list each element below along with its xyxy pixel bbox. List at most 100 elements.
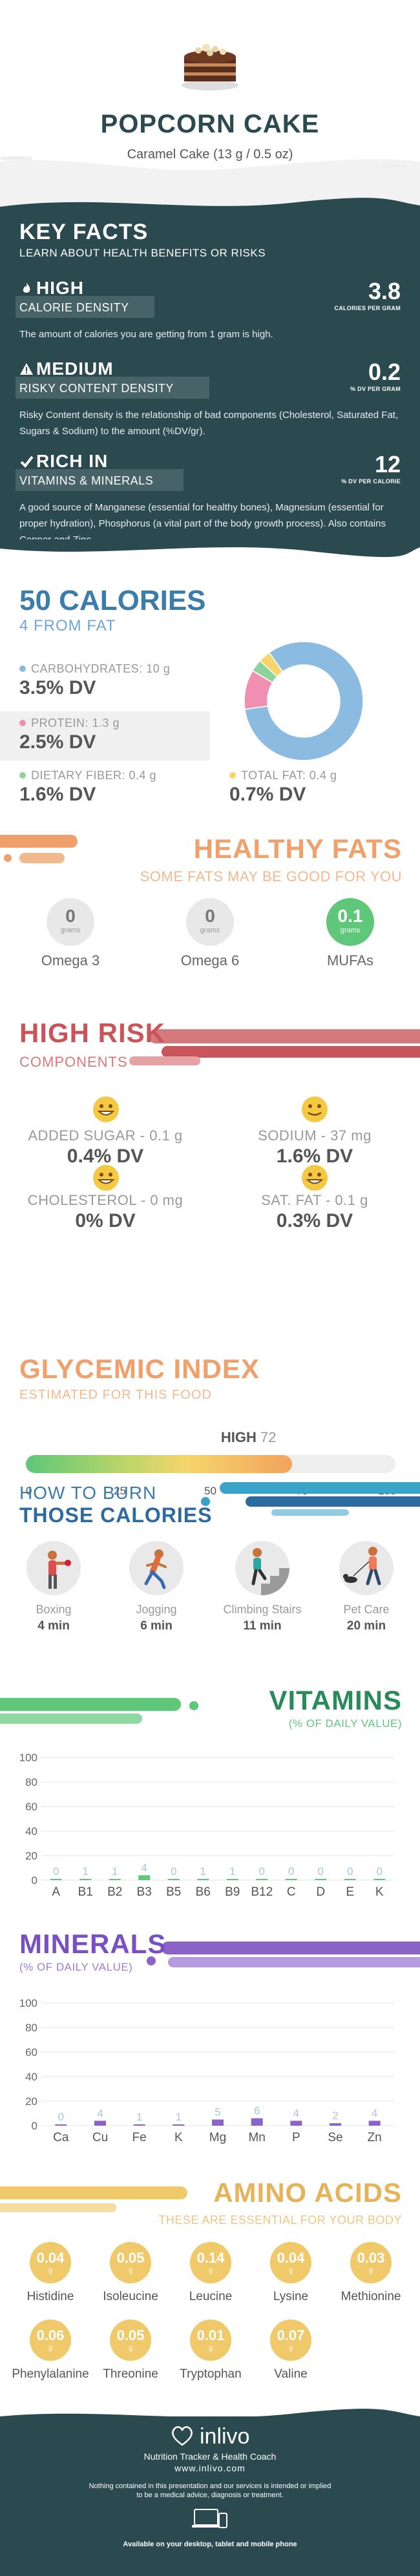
y-tick-label: 100 <box>19 1997 37 2009</box>
x-tick-label: B6 <box>196 1885 211 1899</box>
bar-value-label: 5 <box>215 2106 220 2119</box>
activity-climbing-stairs: Climbing Stairs 11 min <box>217 1541 308 1633</box>
y-tick-label: 20 <box>25 1850 37 1862</box>
key-fact-risky-content: MEDIUM RISKY CONTENT DENSITY 0.2 % DV PE… <box>0 359 420 456</box>
smile-icon <box>93 1165 119 1191</box>
key-fact-value: 0.2 <box>368 359 401 385</box>
footer-disclaimer-line2: to be a medical advice, diagnosis or tre… <box>136 2491 284 2499</box>
vitamins-title: VITAMINS <box>269 1685 402 1715</box>
x-tick-label: K <box>375 1885 384 1899</box>
key-fact-description: Risky Content density is the relationshi… <box>19 410 399 437</box>
healthy-fats-subtitle: SOME FATS MAY BE GOOD FOR YOU <box>140 868 402 885</box>
amino-value: 0.14 <box>196 2250 225 2266</box>
carbohydrates-dot <box>19 665 26 672</box>
y-tick-label: 60 <box>25 2046 37 2058</box>
bar-zn <box>368 2120 381 2126</box>
healthy-fats-section: HEALTHY FATS SOME FATS MAY BE GOOD FOR Y… <box>0 833 420 982</box>
x-tick-label: Fe <box>132 2131 147 2144</box>
activity-name: Jogging <box>136 1603 177 1616</box>
x-tick-label: A <box>52 1885 60 1899</box>
fat-unit: grams <box>60 927 81 934</box>
amino-value: 0.03 <box>357 2250 385 2266</box>
bar-value-label: 0 <box>58 2111 64 2123</box>
amino-isoleucine: 0.05 g Isoleucine <box>89 2242 172 2304</box>
donut-slice-total-fat <box>259 652 284 678</box>
amino-value: 0.05 <box>116 2327 145 2343</box>
bar-value-label: 0 <box>347 1865 353 1878</box>
amino-name: Phenylalanine <box>12 2367 89 2381</box>
glycemic-tick: 0 <box>26 1485 32 1497</box>
key-facts-top-wave <box>0 198 420 220</box>
key-facts-subtitle: LEARN ABOUT HEALTH BENEFITS OR RISKS <box>19 247 266 259</box>
activity-name: Pet Care <box>343 1603 390 1616</box>
amino-name: Histidine <box>26 2290 74 2303</box>
glycemic-tick: 25 <box>114 1485 126 1497</box>
activity-name: Climbing Stairs <box>223 1603 302 1616</box>
key-fact-level: HIGH <box>19 278 84 298</box>
key-facts-bottom-wave <box>0 539 420 565</box>
risk-sodium: SODIUM - 37 mg 1.6% DV <box>224 1127 405 1168</box>
key-fact-description: The amount of calories you are getting f… <box>19 329 273 340</box>
y-tick-label: 80 <box>25 2022 37 2034</box>
x-tick-label: Se <box>328 2131 342 2144</box>
high-risk-decoration <box>129 1029 420 1065</box>
bar-value-label: 6 <box>254 2105 260 2117</box>
amino-threonine: 0.05 g Threonine <box>89 2319 172 2382</box>
bar-value-label: 1 <box>112 1865 118 1878</box>
glycemic-title: GLYCEMIC INDEX <box>19 1354 260 1384</box>
page-subtitle: Caramel Cake (13 g / 0.5 oz) <box>127 147 293 162</box>
minerals-bar-chart: 0 20 40 60 80 100 0 Ca 4 Cu 1 Fe 1 K 5 Mg 6 Mn 4 P 2 Se 4 Zn <box>19 1997 394 2144</box>
nutrient-carbohydrates: CARBOHYDRATES: 10 g 3.5% DV <box>19 662 170 699</box>
glycemic-bar <box>26 1455 395 1473</box>
amino-name: Methionine <box>341 2290 401 2303</box>
highlight-bar <box>16 469 184 491</box>
risk-value: 1.6% DV <box>276 1146 353 1167</box>
healthy-fats-decoration <box>0 835 78 863</box>
y-tick-label: 80 <box>25 1776 37 1788</box>
amino-name: Tryptophan <box>180 2367 242 2381</box>
bar-value-label: 4 <box>97 2107 103 2119</box>
activity-minutes: 11 min <box>243 1619 282 1633</box>
amino-value: 0.05 <box>116 2250 145 2266</box>
vitamins-bar-chart: 0 20 40 60 80 100 0 A 1 B1 1 B2 4 B3 0 B5 1 B6 1 B9 0 B12 0 C 0 D… <box>19 1752 394 1899</box>
y-tick-label: 40 <box>25 1825 37 1838</box>
footer-brand: inlivo <box>199 2424 250 2449</box>
dietary-fiber-dot <box>19 772 26 779</box>
bar-a <box>50 1879 62 1880</box>
amino-decoration <box>0 2186 187 2212</box>
x-tick-label: Mg <box>209 2131 226 2144</box>
bar-b5 <box>167 1879 180 1880</box>
nutrient-value: 0.7% DV <box>229 784 306 805</box>
footer-logo: inlivo <box>0 2424 420 2449</box>
bar-value-label: 4 <box>372 2107 377 2119</box>
bar-k <box>173 2124 185 2126</box>
header-background <box>0 156 420 213</box>
glycemic-level-label: HIGH <box>220 1429 257 1445</box>
amino-name: Threonine <box>103 2367 158 2381</box>
amino-unit: g <box>288 2267 293 2274</box>
activity-boxing: Boxing 4 min <box>8 1541 99 1633</box>
amino-unit: g <box>208 2344 213 2352</box>
risk-label: ADDED SUGAR - 0.1 g <box>28 1127 183 1144</box>
bar-cu <box>94 2120 106 2126</box>
key-fact-vitamins-minerals: RICH IN VITAMINS & MINERALS 12 % DV PER … <box>0 451 420 561</box>
amino-name: Isoleucine <box>103 2290 158 2303</box>
risk-value: 0.3% DV <box>276 1210 353 1231</box>
footer-url[interactable]: www.inlivo.com <box>174 2463 246 2473</box>
nutrient-label: CARBOHYDRATES: 10 g <box>31 662 171 675</box>
devices-icon <box>192 2509 227 2528</box>
fat-value: 0 <box>65 906 76 926</box>
fat-value: 0.1 <box>337 906 363 926</box>
bar-e <box>344 1879 356 1880</box>
stairs-icon <box>235 1541 289 1595</box>
risk-value: 0.4% DV <box>67 1146 144 1167</box>
total-fat-dot <box>229 772 236 779</box>
amino-histidine: 0.04 g Histidine <box>9 2242 92 2304</box>
footer-disclaimer-line1: Nothing contained in this presentation a… <box>89 2482 331 2490</box>
amino-tryptophan: 0.01 g Tryptophan <box>169 2319 252 2382</box>
risk-added-sugar: ADDED SUGAR - 0.1 g 0.4% DV <box>15 1127 196 1168</box>
bar-b2 <box>109 1879 121 1880</box>
glycemic-index-section: GLYCEMIC INDEX ESTIMATED FOR THIS FOOD H… <box>0 1354 420 1497</box>
nutrient-label: PROTEIN: 1.3 g <box>31 717 120 729</box>
